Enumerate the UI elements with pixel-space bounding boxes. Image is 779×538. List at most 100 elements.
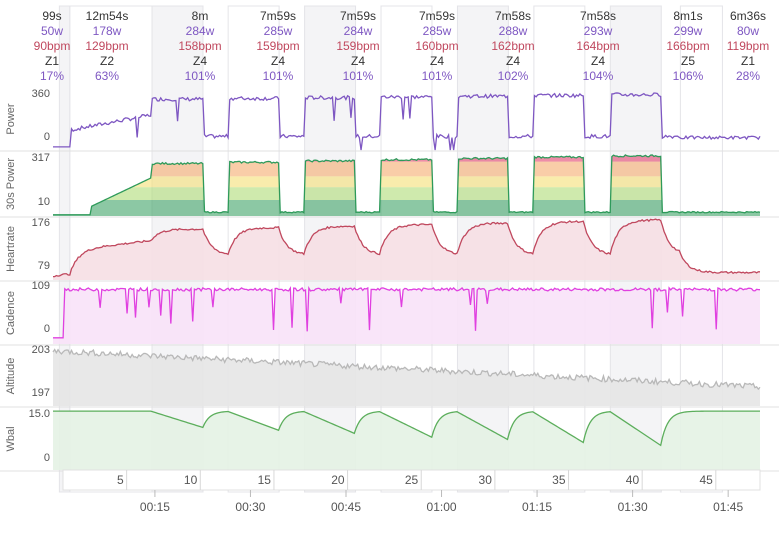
y-tick-bottom: 0 (44, 131, 50, 143)
interval-power: 299w (674, 24, 703, 38)
interval-power: 285w (264, 24, 293, 38)
lane-cadence: 109 0 Cadence (0, 280, 779, 346)
time-tick-label: 01:15 (522, 500, 552, 514)
interval-zone: Z4 (193, 54, 207, 68)
interval-zone: Z4 (430, 54, 444, 68)
interval-heartrate: 129bpm (85, 39, 128, 53)
interval-duration: 7m59s (260, 9, 296, 23)
y-tick-top: 203 (32, 344, 50, 356)
distance-tick-label: 25 (405, 473, 419, 487)
interval-percent: 102% (498, 69, 529, 83)
time-tick-label: 01:30 (618, 500, 648, 514)
y-tick-top: 317 (32, 152, 50, 164)
distance-tick-label: 15 (258, 473, 272, 487)
interval-percent: 17% (40, 69, 64, 83)
interval-percent: 101% (343, 69, 374, 83)
interval-duration: 7m59s (419, 9, 455, 23)
series-area (53, 349, 760, 406)
series-line (53, 92, 761, 151)
interval-duration: 8m1s (673, 9, 702, 23)
y-axis-label: Cadence (5, 291, 17, 335)
zone-stripe (53, 200, 760, 216)
interval-heartrate: 166bpm (666, 39, 709, 53)
y-tick-top: 360 (32, 88, 50, 100)
series-area (53, 287, 760, 344)
interval-duration: 99s (42, 9, 61, 23)
distance-tick-label: 20 (331, 473, 345, 487)
interval-power: 50w (41, 24, 63, 38)
series-line (53, 154, 761, 216)
zone-stripe (53, 187, 760, 200)
lane-heartrate: 176 79 Heartrate (0, 217, 779, 282)
distance-tick-label: 5 (117, 473, 124, 487)
interval-heartrate: 159bpm (336, 39, 379, 53)
interval-power: 293w (584, 24, 613, 38)
series-area (53, 219, 760, 280)
interval-heartrate: 119bpm (727, 39, 769, 53)
interval-power: 285w (423, 24, 452, 38)
y-tick-bottom: 10 (38, 196, 50, 208)
interval-power: 288w (499, 24, 528, 38)
interval-percent: 63% (95, 69, 119, 83)
zone-stripe (53, 176, 760, 188)
interval-zone: Z1 (45, 54, 59, 68)
distance-tick-label: 10 (184, 473, 198, 487)
time-tick-label: 00:30 (235, 500, 265, 514)
interval-power: 80w (737, 24, 759, 38)
interval-heartrate: 158bpm (178, 39, 221, 53)
interval-duration: 8m (192, 9, 209, 23)
interval-heartrate: 162bpm (491, 39, 534, 53)
y-tick-top: 15.0 (29, 408, 50, 420)
time-tick-label: 00:45 (331, 500, 361, 514)
distance-tick-label: 45 (699, 473, 713, 487)
interval-percent: 101% (422, 69, 453, 83)
interval-percent: 101% (185, 69, 216, 83)
interval-zone: Z4 (271, 54, 285, 68)
interval-zone: Z4 (591, 54, 605, 68)
y-axis-label: Heartrate (5, 226, 17, 272)
interval-zone: Z4 (351, 54, 365, 68)
interval-heartrate: 159bpm (256, 39, 299, 53)
interval-duration: 6m36s (730, 9, 766, 23)
time-tick-label: 00:15 (140, 500, 170, 514)
interval-duration: 7m58s (495, 9, 531, 23)
interval-duration: 7m59s (340, 9, 376, 23)
series-line (53, 410, 760, 447)
interval-heartrate: 160bpm (415, 39, 458, 53)
interval-percent: 106% (673, 69, 704, 83)
y-tick-top: 176 (32, 217, 50, 229)
time-tick-label: 01:00 (427, 500, 457, 514)
y-tick-bottom: 79 (38, 260, 50, 272)
series-line (52, 218, 761, 278)
lane-altitude: 203 197 Altitude (0, 344, 779, 408)
interval-heartrate: 164bpm (576, 39, 619, 53)
interval-power: 284w (344, 24, 373, 38)
interval-duration: 7m58s (580, 9, 616, 23)
interval-zone: Z1 (741, 54, 755, 68)
interval-percent: 104% (583, 69, 614, 83)
y-tick-top: 109 (32, 280, 50, 292)
time-tick-label: 01:45 (713, 500, 743, 514)
distance-tick-label: 30 (479, 473, 493, 487)
distance-tick-label: 40 (626, 473, 640, 487)
y-axis-label: 30s Power (5, 158, 17, 210)
y-axis-label: Power (5, 103, 17, 135)
y-tick-bottom: 0 (44, 452, 50, 464)
lane-power: 360 0 Power (0, 88, 779, 152)
interval-power: 178w (93, 24, 122, 38)
series-line (53, 285, 761, 339)
interval-zone: Z2 (100, 54, 114, 68)
interval-zone: Z4 (506, 54, 520, 68)
y-axis-label: Altitude (5, 358, 17, 395)
